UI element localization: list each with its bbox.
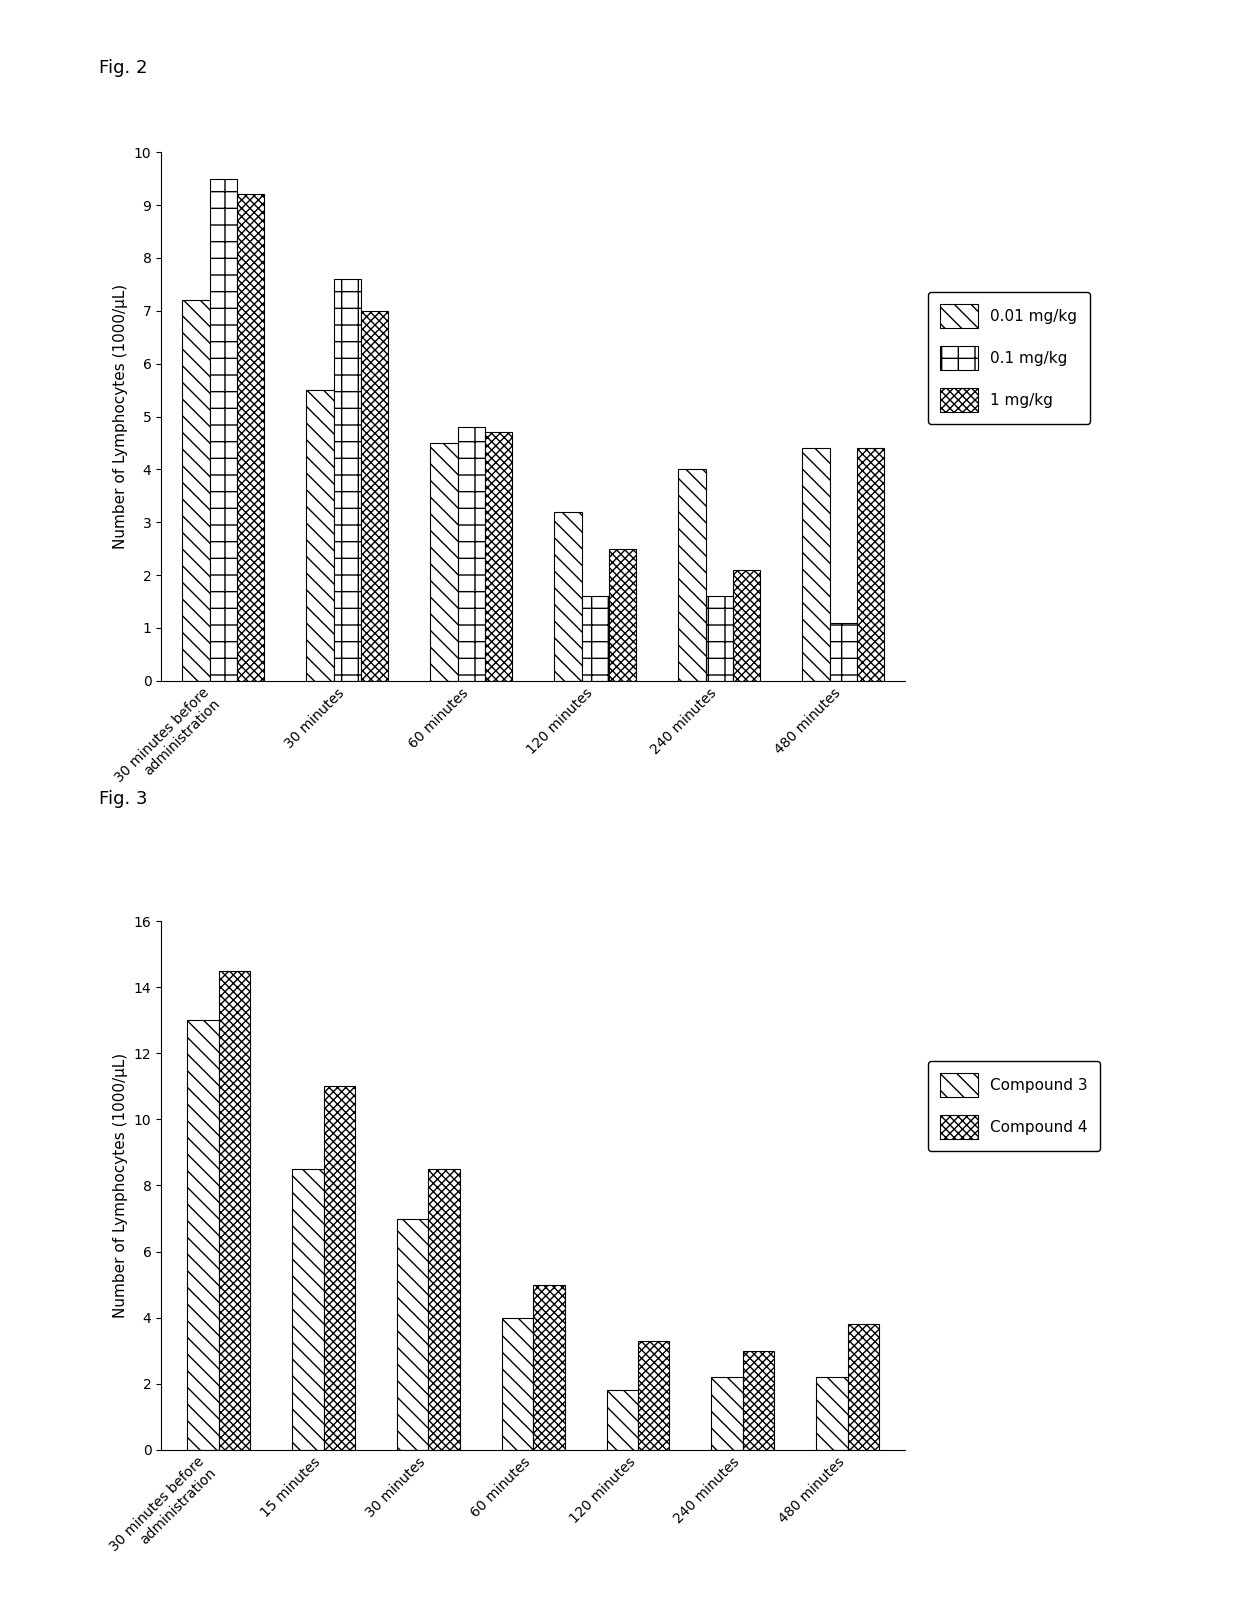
- Bar: [733, 570, 760, 681]
- Text: Fig. 2: Fig. 2: [99, 59, 148, 77]
- Bar: [712, 1378, 743, 1450]
- Bar: [816, 1378, 848, 1450]
- Bar: [706, 596, 733, 681]
- Bar: [324, 1086, 355, 1450]
- Bar: [606, 1391, 639, 1450]
- Bar: [306, 389, 334, 681]
- Bar: [743, 1350, 774, 1450]
- Bar: [218, 971, 250, 1450]
- Bar: [857, 449, 884, 681]
- Bar: [237, 194, 264, 681]
- Bar: [830, 623, 857, 681]
- Bar: [361, 311, 388, 681]
- Bar: [428, 1169, 460, 1450]
- Bar: [609, 548, 636, 681]
- Bar: [458, 428, 485, 681]
- Y-axis label: Number of Lymphocytes (1000/μL): Number of Lymphocytes (1000/μL): [113, 1053, 128, 1318]
- Bar: [554, 511, 582, 681]
- Legend: Compound 3, Compound 4: Compound 3, Compound 4: [928, 1061, 1100, 1150]
- Text: Fig. 3: Fig. 3: [99, 790, 148, 807]
- Bar: [293, 1169, 324, 1450]
- Bar: [182, 300, 210, 681]
- Bar: [848, 1325, 879, 1450]
- Bar: [334, 279, 361, 681]
- Bar: [639, 1341, 670, 1450]
- Bar: [187, 1020, 218, 1450]
- Legend: 0.01 mg/kg, 0.1 mg/kg, 1 mg/kg: 0.01 mg/kg, 0.1 mg/kg, 1 mg/kg: [928, 292, 1090, 425]
- Bar: [210, 179, 237, 681]
- Bar: [802, 449, 830, 681]
- Y-axis label: Number of Lymphocytes (1000/μL): Number of Lymphocytes (1000/μL): [113, 284, 128, 549]
- Bar: [485, 433, 512, 681]
- Bar: [582, 596, 609, 681]
- Bar: [502, 1317, 533, 1450]
- Bar: [533, 1285, 564, 1450]
- Bar: [430, 442, 458, 681]
- Bar: [397, 1219, 428, 1450]
- Bar: [678, 469, 706, 681]
